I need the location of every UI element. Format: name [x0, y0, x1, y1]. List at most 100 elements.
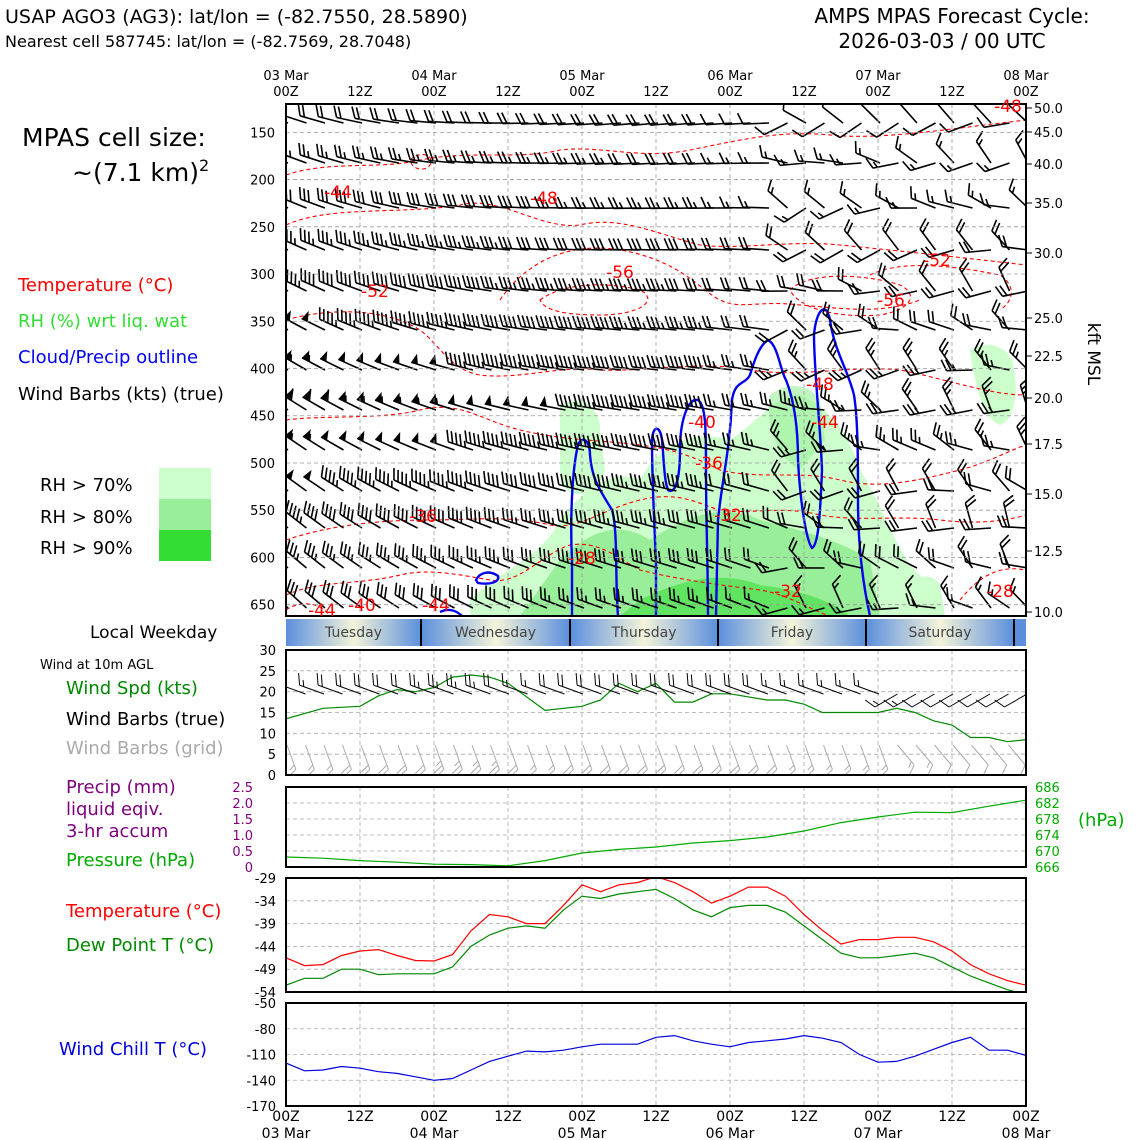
barb-full — [638, 511, 643, 524]
barb-full — [724, 277, 730, 290]
barb-full — [958, 222, 966, 234]
barb-full — [526, 355, 532, 368]
barb-full — [925, 519, 934, 532]
barb-full — [991, 299, 998, 312]
barb-half — [568, 283, 573, 291]
barb-full — [451, 194, 457, 207]
barb-full — [307, 190, 310, 203]
barb-full — [651, 433, 657, 447]
barb-full — [485, 353, 490, 366]
barb-full — [415, 470, 418, 483]
series-group — [286, 673, 1026, 774]
barb-full — [755, 279, 763, 292]
wind-barb — [884, 483, 918, 496]
barb-full — [370, 190, 375, 203]
barb-full — [691, 316, 698, 329]
barb-full — [975, 130, 984, 142]
wind-barb — [854, 140, 881, 164]
barb-full — [822, 301, 827, 314]
barb-full — [888, 483, 897, 495]
barb-full — [317, 228, 320, 242]
barb-full — [491, 473, 495, 486]
barb-full — [724, 586, 728, 599]
barb-full — [629, 113, 638, 126]
barb-half — [307, 764, 314, 771]
wind-barb-true — [298, 673, 325, 695]
barb-half — [835, 606, 842, 613]
barb-full — [687, 587, 690, 600]
barb-full — [333, 105, 338, 118]
wind-barb — [902, 403, 936, 416]
wind-barb — [823, 538, 844, 569]
barb-half — [854, 207, 860, 214]
barb-full — [397, 192, 402, 205]
barb-half — [860, 440, 864, 448]
barb-full — [920, 699, 931, 708]
barb-full — [994, 699, 1005, 708]
barb-pennant — [286, 469, 294, 480]
barb-half — [566, 595, 569, 603]
wind-barb-true — [464, 673, 491, 695]
temperature-contour-label: -48 — [530, 189, 558, 209]
barb-full — [574, 472, 579, 485]
barb-full — [331, 312, 333, 325]
wind-barb — [910, 427, 936, 451]
barb-full — [361, 544, 365, 557]
temperature-contour-label: -44 — [422, 596, 450, 616]
barb-full — [379, 192, 384, 205]
barb-full — [811, 515, 818, 528]
barb-full — [414, 764, 425, 774]
wind-barb-grid — [766, 744, 778, 774]
wind-barb — [920, 286, 955, 299]
barb-full — [826, 338, 835, 350]
barb-full — [456, 509, 459, 522]
barb-full — [416, 313, 421, 326]
precip-tick-label: 2.0 — [232, 797, 253, 812]
barb-full — [594, 316, 601, 329]
barb-full — [446, 469, 450, 483]
wind-barb — [501, 507, 529, 529]
barb-full — [685, 113, 693, 126]
barb-half — [725, 201, 730, 209]
barb-full — [759, 391, 764, 404]
wind-barb — [466, 394, 492, 411]
barb-full — [554, 393, 560, 406]
barb-full — [475, 588, 478, 601]
barb-half — [496, 517, 500, 524]
wind-barb — [843, 219, 863, 251]
barb-full — [504, 432, 509, 445]
wind-barb-true — [594, 673, 621, 695]
wind-barb — [847, 518, 881, 531]
barb-full — [372, 673, 375, 686]
wind-barb-true — [797, 673, 824, 695]
barb-full — [456, 588, 459, 601]
barb-full — [392, 191, 398, 205]
wind-barb-grid — [655, 744, 667, 774]
barb-staff — [786, 744, 796, 770]
barb-full — [411, 233, 416, 246]
barb-full — [524, 548, 528, 561]
barb-full — [340, 271, 343, 284]
barb-full — [984, 434, 990, 447]
wind-barb — [574, 508, 603, 529]
barb-full — [1001, 515, 1008, 528]
barb-staff — [375, 438, 400, 451]
barb-full — [626, 278, 633, 290]
barb-full — [906, 364, 916, 376]
barb-half — [610, 402, 614, 409]
wind-barb-true — [668, 673, 695, 695]
barb-full — [318, 269, 321, 282]
barb-full — [380, 312, 384, 325]
barb-full — [942, 376, 951, 388]
barb-staff — [338, 397, 363, 411]
weekday-name: Wednesday — [455, 625, 536, 641]
wind-barb — [667, 548, 696, 569]
wind-barb — [839, 181, 862, 209]
barb-full — [585, 356, 591, 369]
height-tick-label: 15.0 — [1034, 488, 1063, 503]
barb-full — [471, 769, 482, 774]
barb-full — [511, 589, 514, 602]
barb-half — [588, 517, 592, 525]
wind-barb — [374, 391, 400, 411]
wind-barb-grid — [934, 744, 952, 774]
